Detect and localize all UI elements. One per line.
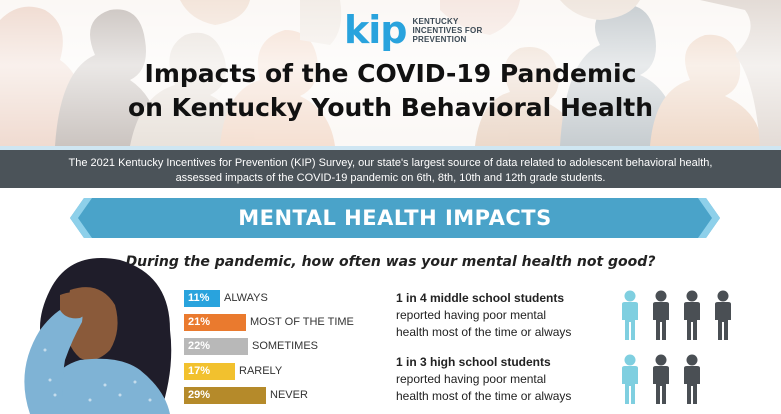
response-label: MOST OF THE TIME — [250, 316, 354, 328]
intro-line2: assessed impacts of the COVID-19 pandemi… — [175, 172, 606, 184]
stat-line: reported having poor mental — [396, 372, 547, 386]
section-banner: MENTAL HEALTH IMPACTS — [70, 198, 720, 238]
person-icon — [653, 290, 669, 340]
logo-text-line: PREVENTION — [412, 34, 467, 44]
survey-question: During the pandemic, how often was your … — [125, 254, 656, 270]
page-title-line2: on Kentucky Youth Behavioral Health — [127, 93, 654, 122]
response-bar: 11% — [184, 290, 220, 307]
stat-high-school: 1 in 3 high school students reported hav… — [396, 354, 626, 405]
intro-line1: The 2021 Kentucky Incentives for Prevent… — [68, 157, 713, 169]
response-label: NEVER — [270, 389, 308, 401]
response-bar: 21% — [184, 314, 246, 331]
logo-text-line: INCENTIVES FOR — [412, 25, 483, 35]
logo-text: KENTUCKY INCENTIVES FOR PREVENTION — [413, 17, 503, 44]
page-title-line1: Impacts of the COVID-19 Pandemic — [144, 59, 637, 88]
stat-line: health most of the time or always — [396, 389, 572, 403]
people-icons-1-in-4 — [622, 290, 731, 340]
logo-mark: kip — [344, 8, 407, 52]
response-label: ALWAYS — [224, 292, 268, 304]
hero-overlay — [0, 0, 781, 146]
person-icon — [684, 290, 700, 340]
person-icon — [715, 290, 731, 340]
person-icon — [653, 354, 669, 404]
people-icons-1-in-3 — [622, 354, 700, 404]
response-bar: 17% — [184, 363, 235, 380]
hero-header: kip KENTUCKY INCENTIVES FOR PREVENTION I… — [0, 0, 781, 146]
stat-line: reported having poor mental — [396, 308, 547, 322]
response-label: SOMETIMES — [252, 340, 319, 352]
response-bar: 22% — [184, 338, 248, 355]
stat-headline: 1 in 3 high school students — [396, 355, 551, 369]
response-bar: 29% — [184, 387, 266, 404]
distressed-student-illustration — [24, 258, 172, 414]
person-icon-highlighted — [622, 290, 638, 340]
intro-strip: The 2021 Kentucky Incentives for Prevent… — [0, 146, 781, 188]
person-icon — [684, 354, 700, 404]
response-label: RARELY — [239, 365, 283, 377]
kip-logo: kip KENTUCKY INCENTIVES FOR PREVENTION — [344, 10, 503, 50]
banner-ribbon-shape — [70, 198, 720, 238]
logo-text-line: KENTUCKY — [412, 16, 459, 26]
person-icon-highlighted — [622, 354, 638, 404]
section-title: MENTAL HEALTH IMPACTS — [238, 206, 552, 230]
stat-line: health most of the time or always — [396, 325, 572, 339]
stat-headline: 1 in 4 middle school students — [396, 291, 565, 305]
stat-middle-school: 1 in 4 middle school students reported h… — [396, 290, 626, 341]
